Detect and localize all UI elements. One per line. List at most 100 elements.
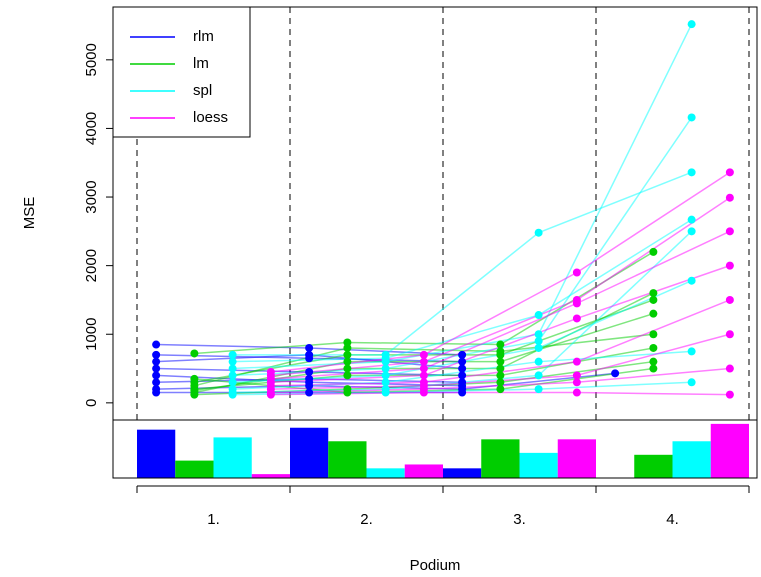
point [152, 364, 161, 373]
point [725, 330, 734, 339]
point [228, 371, 237, 380]
point [496, 357, 505, 366]
point [649, 343, 658, 352]
trajectory [232, 23, 693, 370]
point [152, 357, 161, 366]
point [152, 340, 161, 349]
point [152, 371, 161, 380]
y-tick-label: 0 [83, 399, 100, 407]
point [649, 330, 658, 339]
point [305, 367, 314, 376]
point [381, 364, 390, 373]
bar [251, 474, 290, 478]
point [419, 371, 428, 380]
point [496, 378, 505, 387]
point [572, 299, 581, 308]
point [725, 295, 734, 304]
bar [634, 454, 673, 478]
point [419, 364, 428, 373]
bar [557, 439, 596, 478]
point [534, 385, 543, 394]
point [572, 388, 581, 397]
bar [328, 441, 367, 478]
point [228, 378, 237, 387]
point [611, 369, 620, 378]
point [343, 350, 352, 359]
point [496, 371, 505, 380]
point [725, 364, 734, 373]
point [343, 388, 352, 397]
point [687, 113, 696, 122]
point [687, 215, 696, 224]
legend-label: loess [193, 109, 228, 126]
y-tick-label: 1000 [83, 318, 100, 351]
point [305, 350, 314, 359]
point [572, 357, 581, 366]
point [572, 371, 581, 380]
y-tick-label: 4000 [83, 112, 100, 145]
point [305, 378, 314, 387]
point [343, 343, 352, 352]
point [190, 386, 199, 395]
point [458, 357, 467, 366]
x-tick-label: 3. [513, 511, 526, 528]
point [687, 227, 696, 236]
y-tick-label: 3000 [83, 180, 100, 213]
point [458, 381, 467, 390]
bar [672, 441, 711, 478]
point [496, 340, 505, 349]
point [725, 193, 734, 202]
point [190, 374, 199, 383]
point [572, 268, 581, 277]
point [572, 378, 581, 387]
point [458, 371, 467, 380]
point [534, 311, 543, 320]
point [381, 388, 390, 397]
point [343, 371, 352, 380]
point [305, 343, 314, 352]
bar [290, 427, 329, 478]
point [228, 350, 237, 359]
legend-label: spl [193, 82, 212, 99]
bar [404, 464, 443, 478]
y-tick-label: 5000 [83, 43, 100, 76]
point [458, 350, 467, 359]
point [649, 295, 658, 304]
point [496, 364, 505, 373]
point [152, 350, 161, 359]
point [228, 357, 237, 366]
bar [443, 468, 482, 478]
point [687, 276, 696, 285]
point [343, 338, 352, 347]
point [572, 314, 581, 323]
point [458, 388, 467, 397]
point [687, 347, 696, 356]
point [649, 309, 658, 318]
legend-label: lm [193, 55, 209, 72]
point [228, 390, 237, 399]
point [343, 357, 352, 366]
bar [710, 423, 749, 478]
bar-frame [112, 419, 758, 479]
point [381, 371, 390, 380]
bar [366, 468, 405, 478]
x-axis-label: Podium [410, 557, 461, 574]
bar [137, 429, 176, 478]
point [649, 289, 658, 298]
point [419, 350, 428, 359]
point [305, 388, 314, 397]
point [496, 347, 505, 356]
point [496, 385, 505, 394]
point [152, 378, 161, 387]
trajectory [232, 219, 693, 363]
point [725, 261, 734, 270]
bar [175, 460, 214, 478]
point [458, 364, 467, 373]
point [534, 371, 543, 380]
point [649, 357, 658, 366]
point [152, 388, 161, 397]
point [190, 349, 199, 358]
point [725, 227, 734, 236]
point [649, 364, 658, 373]
legend-box [112, 6, 251, 138]
